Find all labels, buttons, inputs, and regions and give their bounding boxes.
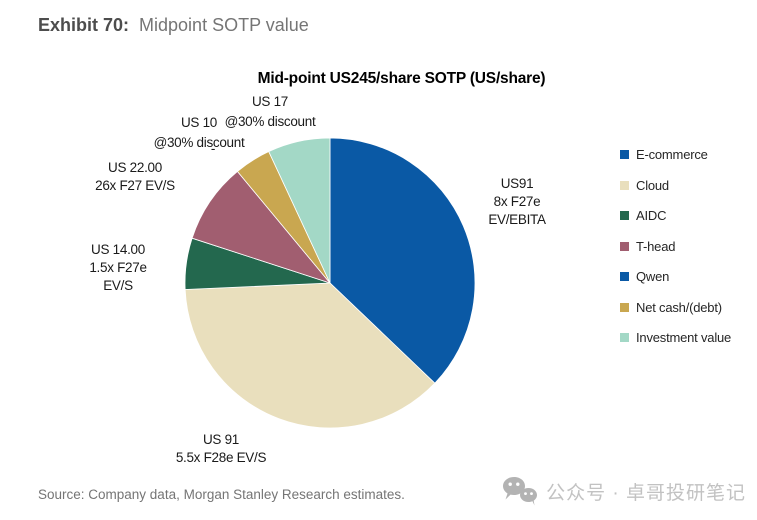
legend-swatch: [620, 211, 629, 220]
legend-label: Qwen: [636, 269, 670, 284]
callout-net-cash: US 10 @30% discount: [124, 113, 274, 153]
legend-swatch: [620, 150, 629, 159]
callout-line: -: [210, 141, 216, 156]
pie-slice-e-commerce: [329, 137, 476, 384]
callout-line: @30% discount: [153, 135, 245, 150]
exhibit-header: Exhibit 70: Midpoint SOTP value: [38, 15, 309, 36]
chart-title: Mid-point US245/share SOTP (US/share): [257, 70, 546, 87]
legend-item-t-head: T-head: [620, 239, 731, 254]
legend-label: AIDC: [636, 208, 667, 223]
legend-swatch: [620, 272, 629, 281]
legend-item-aidc: AIDC: [620, 208, 731, 223]
watermark-text: 公众号 · 卓哥投研笔记: [546, 482, 746, 504]
pie-slice-t-head: [191, 170, 332, 284]
legend-swatch: [620, 241, 629, 251]
callout-line: 1.5x F27e: [89, 260, 147, 275]
source-note: Source: Company data, Morgan Stanley Res…: [38, 487, 405, 502]
legend-swatch: [620, 302, 629, 312]
callout-qwen: -: [188, 141, 238, 157]
legend-label: T-head: [636, 238, 676, 254]
callout-line: US 17: [251, 94, 289, 109]
callout-aidc: US 14.00 1.5x F27e EV/S: [43, 241, 193, 295]
pie-chart: [184, 137, 476, 429]
pie-slice-investment-value: [268, 137, 331, 284]
legend-item-e-commerce: E-commerce: [620, 147, 731, 162]
legend-item-investment-value: Investment value: [620, 330, 731, 345]
legend-label: Investment value: [636, 330, 732, 345]
callout-e-commerce: US91 8x F27e EV/EBITA: [442, 175, 592, 229]
callout-cloud: US 91 5.5x F28e EV/S: [146, 431, 296, 467]
callout-line: EV/S: [103, 278, 133, 293]
callout-line: US 14.00: [91, 242, 145, 257]
callout-line: US 91: [202, 432, 240, 447]
pie-slice-cloud: [184, 282, 436, 429]
callout-line: US 22.00: [108, 160, 162, 175]
legend-item-net-cash: Net cash/(debt): [620, 300, 731, 315]
legend-swatch: [620, 333, 629, 342]
legend-label: E-commerce: [636, 147, 708, 162]
callout-line: US 10: [180, 115, 218, 130]
exhibit-number: Exhibit 70:: [38, 15, 130, 35]
callout-line: 8x F27e: [493, 194, 541, 209]
legend-label: Cloud: [636, 177, 669, 193]
chart-legend: E-commerce Cloud AIDC T-head Qwen Net ca…: [620, 147, 731, 361]
wechat-icon: [503, 477, 538, 506]
legend-swatch: [620, 180, 629, 190]
callout-line: US91: [500, 176, 534, 191]
exhibit-title: Midpoint SOTP value: [139, 15, 309, 35]
legend-label: Net cash/(debt): [636, 299, 722, 315]
callout-line: @30% discount: [224, 114, 316, 129]
legend-item-qwen: Qwen: [620, 269, 731, 284]
callout-line: 5.5x F28e EV/S: [175, 450, 267, 465]
callout-t-head: US 22.00 26x F27 EV/S: [60, 159, 210, 195]
callout-line: EV/EBITA: [488, 212, 546, 227]
callout-investment-value: US 17 @30% discount: [195, 92, 345, 132]
legend-item-cloud: Cloud: [620, 178, 731, 193]
watermark: 公众号 · 卓哥投研笔记: [501, 475, 746, 507]
callout-line: 26x F27 EV/S: [95, 178, 175, 193]
